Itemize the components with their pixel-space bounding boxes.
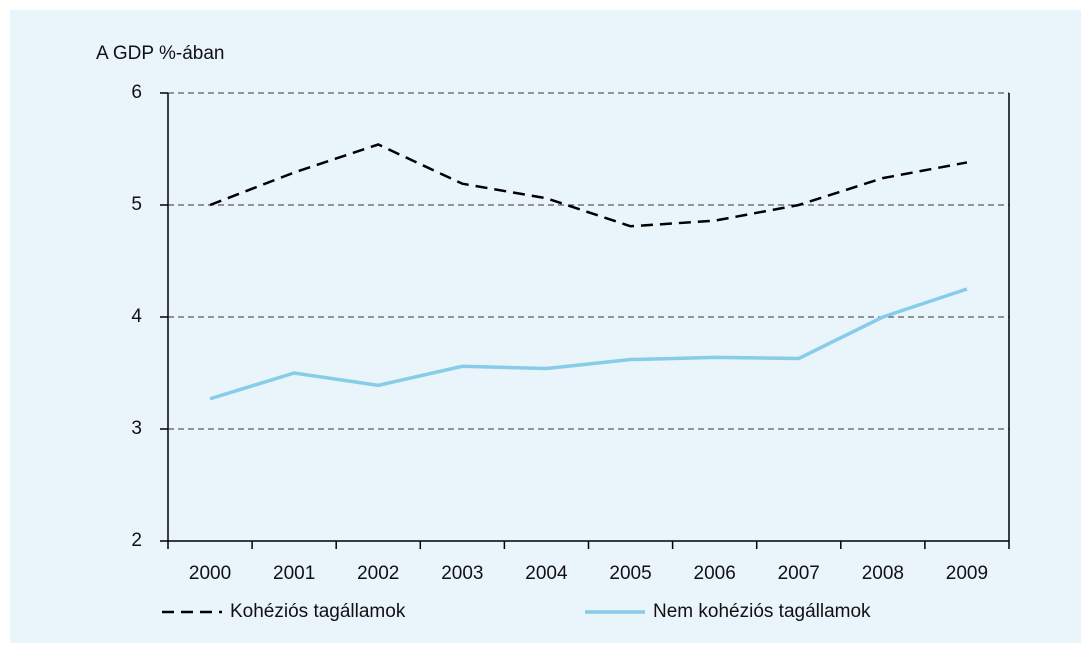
x-tick-label: 2000 <box>189 563 231 584</box>
x-tick-label: 2002 <box>357 563 399 584</box>
x-tick-label: 2009 <box>946 563 988 584</box>
x-tick-label: 2008 <box>862 563 904 584</box>
legend-label: Kohéziós tagállamok <box>230 601 406 622</box>
chart-background <box>10 10 1081 643</box>
x-tick-label: 2001 <box>273 563 315 584</box>
y-tick-label: 3 <box>131 418 142 439</box>
x-tick-label: 2004 <box>525 563 568 584</box>
y-tick-label: 6 <box>131 82 142 103</box>
y-tick-label: 2 <box>131 530 142 551</box>
x-tick-label: 2007 <box>778 563 820 584</box>
series-line <box>209 143 968 228</box>
y-tick-label: 4 <box>131 306 142 327</box>
x-tick-label: 2006 <box>694 563 736 584</box>
legend-label: Nem kohéziós tagállamok <box>653 601 871 622</box>
y-tick-label: 5 <box>131 194 142 215</box>
y-axis-label: A GDP %-ában <box>96 43 225 64</box>
x-tick-label: 2005 <box>609 563 651 584</box>
x-tick-label: 2003 <box>441 563 483 584</box>
series-line <box>209 287 968 401</box>
